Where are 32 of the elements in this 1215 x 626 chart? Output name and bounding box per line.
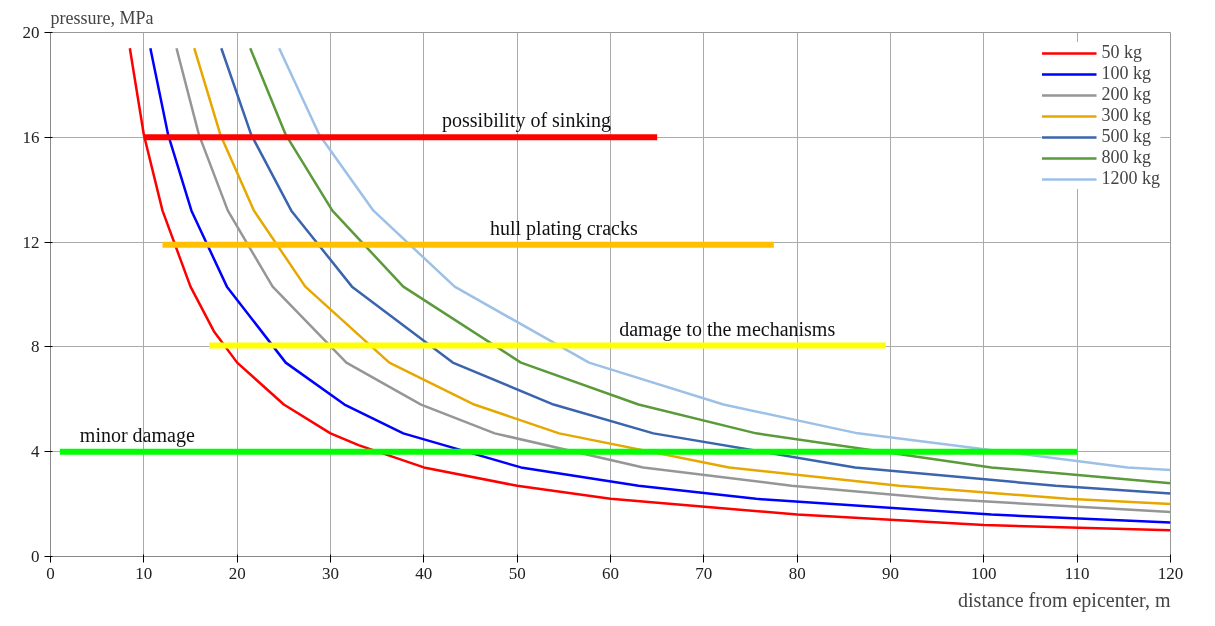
y-tick-label: 16: [22, 127, 40, 147]
x-tick-label: 30: [322, 563, 339, 583]
legend-label: 300 kg: [1101, 105, 1151, 126]
y-tick-label: 20: [22, 23, 40, 42]
legend-label: 100 kg: [1101, 63, 1151, 84]
x-tick-label: 40: [415, 563, 433, 583]
x-tick-label: 100: [971, 563, 997, 583]
legend-label: 800 kg: [1101, 147, 1151, 168]
x-tick-label: 90: [882, 563, 899, 583]
y-tick-label: 8: [31, 337, 40, 357]
annotation: minor damage: [79, 423, 195, 447]
annotation: hull plating cracks: [489, 216, 638, 240]
x-tick-label: 20: [228, 563, 246, 583]
x-tick-label: 50: [508, 563, 526, 583]
x-tick-label: 80: [788, 563, 806, 583]
x-tick-label: 70: [695, 563, 713, 583]
y-tick-label: 0: [31, 547, 40, 566]
legend-label: 50 kg: [1101, 42, 1142, 63]
x-axis-title: distance from epicenter, m: [958, 588, 1171, 612]
x-tick-label: 60: [602, 563, 619, 583]
y-axis-title: pressure, MPa: [50, 7, 154, 28]
legend-label: 500 kg: [1101, 126, 1151, 147]
x-tick-label: 120: [1157, 563, 1184, 583]
legend-label: 1200 kg: [1101, 168, 1160, 189]
y-tick-label: 12: [22, 232, 40, 252]
legend-label: 200 kg: [1101, 84, 1151, 105]
annotation: damage to the mechanisms: [619, 317, 836, 341]
x-tick-label: 110: [1064, 563, 1090, 583]
annotation: possibility of sinking: [442, 109, 611, 133]
x-tick-label: 0: [46, 563, 55, 583]
x-tick-label: 10: [135, 563, 153, 583]
y-tick-label: 4: [31, 442, 40, 462]
